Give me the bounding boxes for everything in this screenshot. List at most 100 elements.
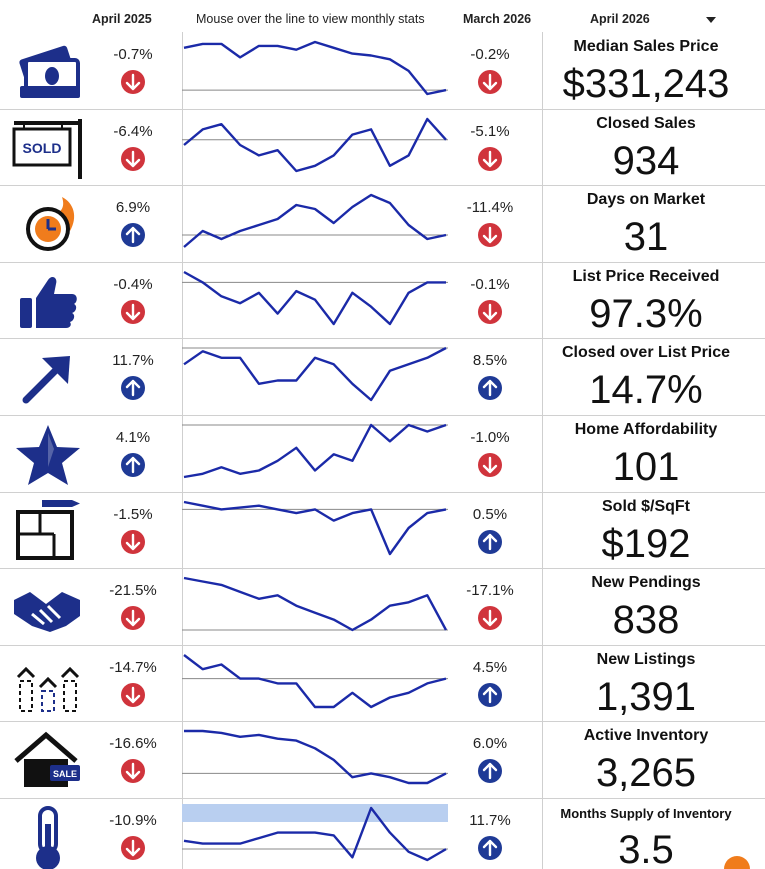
row-divider [0, 798, 765, 799]
mom-direction-badge [478, 146, 502, 171]
mom-change: 8.5% [472, 352, 508, 370]
svg-text:SALE: SALE [53, 769, 77, 779]
arrow-down-icon [125, 303, 141, 320]
arrow-down-icon [482, 456, 498, 474]
sparkline[interactable] [182, 498, 448, 560]
metric-value: 3.5 [618, 828, 674, 869]
metric-row: SALE -16.6% 6.0% Active Inventory 3,265 [0, 721, 765, 798]
metric-name: List Price Received [572, 267, 720, 285]
yoy-direction-badge [121, 453, 145, 477]
metric-row: SOLD -6.4% -5.1% Closed Sales 934 [0, 109, 765, 186]
current-period-select[interactable]: April 2026 [590, 12, 650, 26]
sparkline-series [183, 653, 447, 708]
sparkline-series [183, 423, 447, 479]
yoy-direction-badge [121, 759, 145, 784]
table-header: April 2025 Mouse over the line to view m… [0, 0, 765, 32]
house-sale-icon: SALE [14, 732, 80, 788]
arrow-up-right-icon [22, 356, 70, 404]
arrow-down-icon [125, 609, 141, 627]
arrow-up-icon [125, 380, 141, 397]
yoy-direction-badge [121, 223, 145, 248]
metric-row: -14.7% 4.5% New Listings 1,391 [0, 645, 765, 722]
sparkline[interactable] [182, 651, 448, 713]
metric-name: Active Inventory [583, 727, 709, 745]
divider-left [182, 32, 183, 869]
row-divider [0, 338, 765, 340]
sparkline[interactable] [182, 421, 448, 483]
metric-value: 31 [623, 215, 669, 260]
metric-row: -1.5% 0.5% Sold $/SqFt $192 [0, 492, 765, 569]
arrow-down-icon [482, 150, 498, 167]
row-divider [0, 108, 765, 110]
row-divider [0, 568, 765, 570]
sparkline-series [183, 806, 447, 862]
yoy-change: -21.5% [109, 582, 157, 600]
prev-period-header: April 2025 [92, 12, 152, 26]
sparkline[interactable] [182, 804, 448, 866]
metric-name: Closed over List Price [561, 344, 731, 362]
arrow-up-icon [482, 839, 498, 857]
buildings-icon [16, 666, 80, 712]
yoy-change: -1.5% [113, 505, 153, 523]
sparkline[interactable] [182, 191, 448, 253]
metric-row: -0.7% -0.2% Median Sales Price $331,243 [0, 32, 765, 109]
metric-row: 11.7% 8.5% Closed over List Price 14.7% [0, 338, 765, 415]
mom-direction-badge [478, 606, 502, 631]
sparkline[interactable] [182, 268, 448, 330]
yoy-change: -14.7% [109, 658, 157, 676]
sparkline[interactable] [182, 38, 448, 100]
sparkline-series [183, 40, 447, 96]
yoy-direction-badge [121, 529, 145, 554]
arrow-down-icon [125, 150, 141, 167]
yoy-change: -10.9% [109, 812, 157, 829]
metric-row: -10.9% 11.7% Months Supply of Inventory 3.5 [0, 798, 765, 869]
last-month-header: March 2026 [463, 12, 532, 26]
mom-change: 6.0% [472, 735, 508, 753]
sparkline[interactable] [182, 115, 448, 177]
yoy-change: -6.4% [113, 122, 153, 140]
arrow-down-icon [482, 226, 498, 244]
metric-name: New Pendings [591, 574, 701, 592]
yoy-change: 6.9% [115, 199, 151, 217]
metric-name: Home Affordability [574, 421, 718, 438]
row-divider [0, 491, 765, 493]
row-divider [0, 261, 765, 263]
yoy-change: 11.7% [112, 352, 154, 370]
yoy-change: -16.6% [109, 735, 157, 753]
arrow-down-icon [125, 763, 141, 780]
mom-change: 11.7% [469, 812, 511, 829]
arrow-up-icon [482, 380, 498, 397]
sparkline[interactable] [182, 574, 448, 636]
sparkline-series [183, 117, 447, 172]
floor-plan-icon [16, 499, 80, 560]
sparkline[interactable] [182, 344, 448, 406]
row-divider [0, 721, 765, 723]
yoy-change: 4.1% [115, 429, 151, 446]
metric-value: $192 [601, 521, 691, 566]
metric-row: 6.9% -11.4% Days on Market 31 [0, 185, 765, 262]
metric-name: Months Supply of Inventory [560, 806, 732, 821]
arrow-down-icon [125, 73, 141, 91]
chevron-down-icon[interactable] [706, 17, 716, 23]
mom-change: -0.2% [470, 46, 510, 63]
mom-direction-badge [478, 682, 502, 707]
sparkline[interactable] [182, 727, 448, 789]
sparkline-series [183, 577, 448, 632]
yoy-direction-badge [121, 836, 145, 860]
metric-name: Median Sales Price [573, 38, 719, 55]
sold-sign-icon: SOLD [12, 118, 82, 179]
yoy-direction-badge [121, 682, 145, 707]
row-divider [0, 644, 765, 646]
mom-change: -0.1% [470, 275, 510, 293]
fast-clock-icon [26, 197, 75, 252]
mom-change: -1.0% [470, 429, 510, 446]
mom-change: -5.1% [470, 122, 510, 140]
metric-value: 97.3% [589, 291, 703, 336]
help-badge[interactable] [724, 856, 750, 869]
metric-value: $331,243 [562, 62, 730, 106]
metric-name: Closed Sales [596, 114, 696, 132]
mom-direction-badge [478, 453, 502, 477]
mom-change: -11.4% [466, 199, 514, 217]
metric-row: -21.5% -17.1% New Pendings 838 [0, 568, 765, 645]
arrow-down-icon [125, 686, 141, 703]
